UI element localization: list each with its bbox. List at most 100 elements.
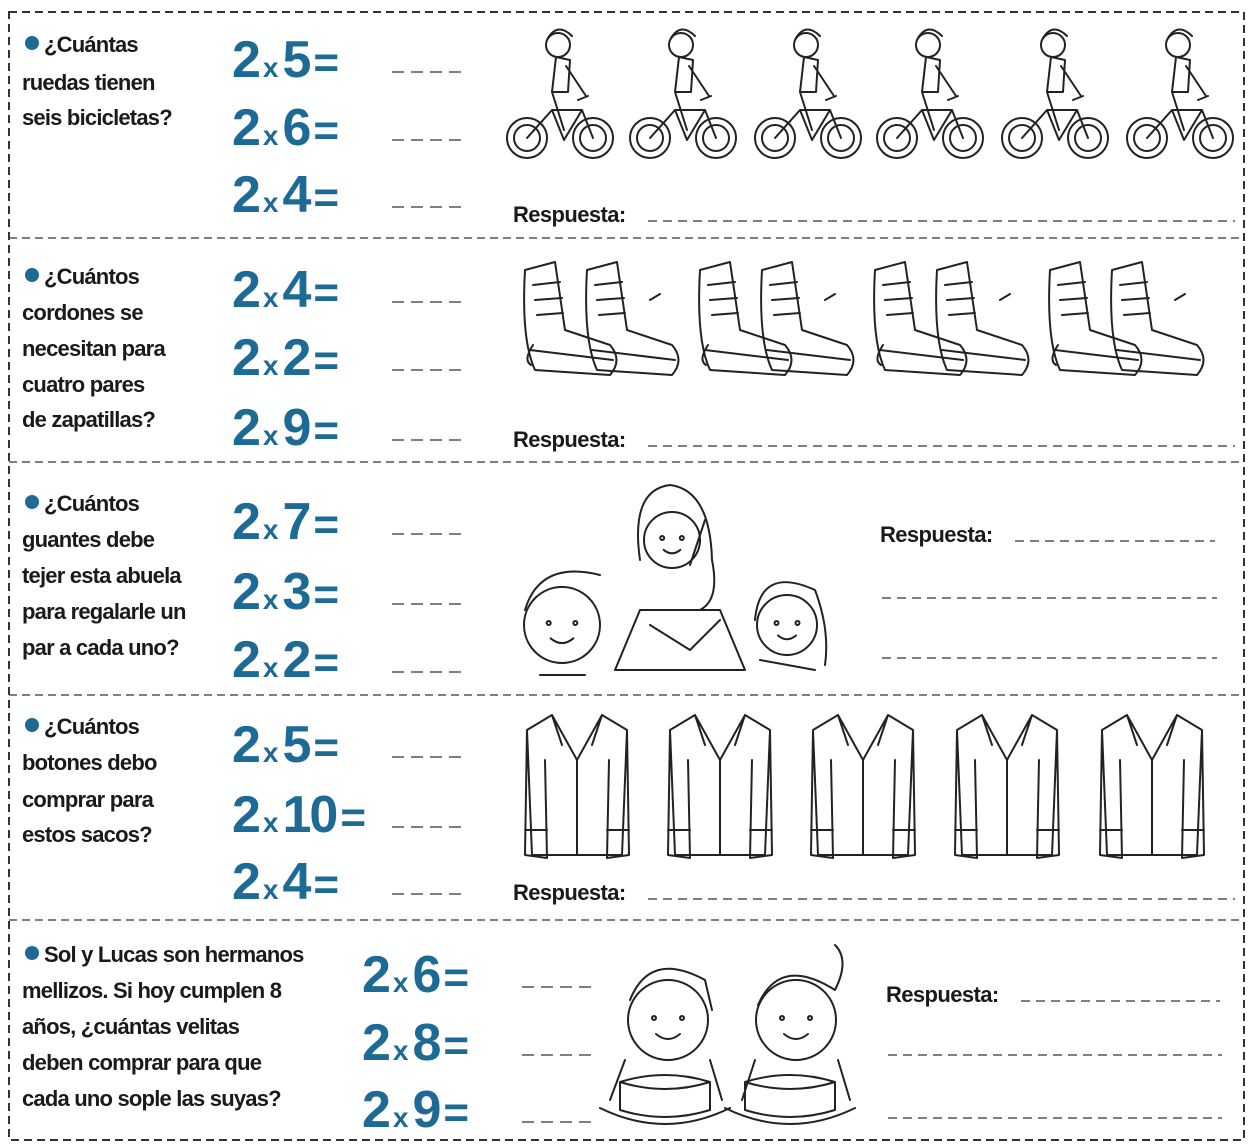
question-line: ruedas tienen <box>22 70 155 95</box>
question-line: cordones se <box>22 300 144 325</box>
drawing-stroke <box>754 117 796 159</box>
drawing-stroke <box>876 293 1011 366</box>
times-sign: x <box>262 420 279 451</box>
equation: 2 x 5 = <box>232 715 339 775</box>
factor: 2 <box>232 399 261 457</box>
bullet <box>25 36 39 50</box>
drawing-stroke <box>1133 124 1161 152</box>
equation: 2 x 9 = <box>232 398 339 458</box>
drawing-stroke <box>795 28 835 131</box>
equation: 2 x 7 = <box>232 492 339 552</box>
drawing-stroke <box>820 117 862 159</box>
drawing-stroke <box>524 714 630 859</box>
drawing-stroke <box>702 124 730 152</box>
factor: 2 <box>232 166 261 224</box>
drawing-stroke <box>513 124 541 152</box>
drawing-stroke <box>1051 293 1186 366</box>
bicycles <box>506 28 1234 159</box>
drawing-stroke <box>760 261 855 376</box>
question-line: Sol y Lucas son hermanos <box>44 942 304 967</box>
bullet <box>25 495 39 509</box>
drawing-stroke <box>678 535 685 541</box>
question-line: ¿Cuántos <box>44 714 140 739</box>
question-line: cuatro pares <box>22 372 145 397</box>
factor: 3 <box>282 563 312 621</box>
times-sign: x <box>262 652 279 683</box>
drawing-stroke <box>741 1059 851 1101</box>
sneakers <box>523 261 1205 376</box>
drawing-stroke <box>643 511 701 569</box>
equation: 2 x 2 = <box>232 630 339 690</box>
factor: 8 <box>412 1014 442 1072</box>
equals-sign: = <box>313 638 340 687</box>
bullet <box>25 268 39 282</box>
times-sign: x <box>262 282 279 313</box>
drawing-stroke <box>670 28 710 131</box>
factor: 4 <box>282 166 312 224</box>
drawing-stroke <box>724 1074 856 1125</box>
factor: 5 <box>282 31 312 89</box>
equation: 2 x 6 = <box>232 98 339 158</box>
equation: 2 x 6 = <box>362 945 469 1005</box>
drawing-stroke <box>783 1033 809 1040</box>
times-sign: x <box>262 874 279 905</box>
factor: 2 <box>232 493 261 551</box>
question-line: seis bicicletas? <box>22 105 173 130</box>
factor: 2 <box>282 329 312 387</box>
equation: 2 x 9 = <box>362 1080 469 1140</box>
equals-sign: = <box>313 500 340 549</box>
times-sign: x <box>392 1102 409 1133</box>
bullet <box>25 946 39 960</box>
factor: 2 <box>282 631 312 689</box>
drawing-stroke <box>954 714 1060 859</box>
drawing-stroke <box>655 1033 681 1040</box>
equals-sign: = <box>313 173 340 222</box>
factor: 9 <box>282 399 312 457</box>
equation: 2 x 8 = <box>362 1013 469 1073</box>
drawing-stroke <box>761 124 789 152</box>
equals-sign: = <box>313 723 340 772</box>
answer-label: Respuesta: <box>886 982 999 1007</box>
factor: 2 <box>232 716 261 774</box>
drawing-stroke <box>1110 261 1205 376</box>
drawing-stroke <box>917 28 957 131</box>
drawing-stroke <box>773 620 780 626</box>
factor: 5 <box>282 716 312 774</box>
grandmother-and-children <box>523 484 828 676</box>
equation: 2 x 3 = <box>232 562 339 622</box>
drawing-stroke <box>662 548 682 555</box>
drawing-stroke <box>1199 124 1227 152</box>
question-line: ¿Cuántos <box>44 264 140 289</box>
drawing-stroke <box>873 261 968 376</box>
question-line: necesitan para <box>22 336 166 361</box>
drawing-stroke <box>942 117 984 159</box>
twins-with-cakes <box>599 944 856 1125</box>
question-line: para regalarle un <box>22 599 187 624</box>
drawing-stroke <box>629 117 671 159</box>
drawing-stroke <box>651 1015 657 1021</box>
equation: 2 x 5 = <box>232 30 339 90</box>
drawing-stroke <box>794 620 801 626</box>
equals-sign: = <box>313 860 340 909</box>
question-line: años, ¿cuántas velitas <box>22 1014 240 1039</box>
question-line: comprar para <box>22 787 154 812</box>
drawing-stroke <box>549 637 575 645</box>
answer-label: Respuesta: <box>513 202 626 227</box>
drawing-stroke <box>698 261 793 376</box>
drawing-stroke <box>547 28 587 131</box>
question-line: ¿Cuántas <box>44 32 139 57</box>
equals-sign: = <box>313 268 340 317</box>
factor: 2 <box>362 946 391 1004</box>
question-line: guantes debe <box>22 527 155 552</box>
question-line: tejer esta abuela <box>22 563 182 588</box>
drawing-stroke <box>545 620 552 626</box>
question-line: par a cada uno? <box>22 635 180 660</box>
answer-label: Respuesta: <box>513 880 626 905</box>
equals-sign: = <box>313 38 340 87</box>
factor: 2 <box>232 631 261 689</box>
drawing-stroke <box>585 261 680 376</box>
drawing-stroke <box>572 117 614 159</box>
drawing-stroke <box>754 581 828 671</box>
drawing-stroke <box>876 117 918 159</box>
equation: 2 x 2 = <box>232 328 339 388</box>
